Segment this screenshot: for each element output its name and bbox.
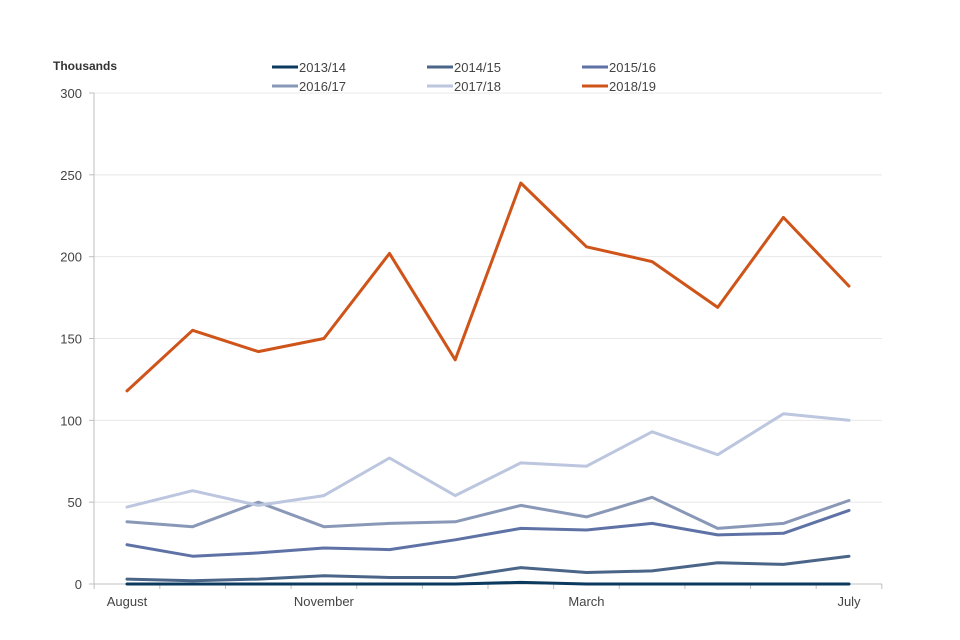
y-tick-label: 200 <box>60 250 82 265</box>
series-line-2014-15 <box>125 554 851 583</box>
x-axis-ticks: August November March July <box>93 584 883 609</box>
series-line-2017-18 <box>125 412 851 509</box>
x-tick-label: August <box>107 594 148 609</box>
y-tick-label: 150 <box>60 332 82 347</box>
legend-label: 2013/14 <box>299 60 346 75</box>
legend-label: 2016/17 <box>299 79 346 94</box>
series-lines <box>125 181 851 586</box>
y-tick-label: 50 <box>68 495 82 510</box>
legend: 2013/14 2014/15 2015/16 2016/17 2017/18 2018/… <box>272 60 656 94</box>
series-line-2016-17 <box>125 495 851 530</box>
legend-item: 2016/17 <box>272 79 346 94</box>
legend-item: 2018/19 <box>582 79 656 94</box>
legend-label: 2018/19 <box>609 79 656 94</box>
y-axis-unit-label: Thousands <box>53 59 117 73</box>
legend-item: 2015/16 <box>582 60 656 75</box>
y-tick-label: 100 <box>60 413 82 428</box>
gridlines <box>94 92 882 503</box>
series-line-2018-19 <box>125 181 851 393</box>
legend-label: 2014/15 <box>454 60 501 75</box>
y-tick-label: 300 <box>60 86 82 101</box>
x-tick-label: March <box>568 594 604 609</box>
y-tick-label: 250 <box>60 168 82 183</box>
x-tick-label: July <box>837 594 861 609</box>
series-line-2013-14 <box>125 580 851 586</box>
legend-item: 2014/15 <box>427 60 501 75</box>
y-tick-label: 0 <box>75 577 82 592</box>
legend-item: 2017/18 <box>427 79 501 94</box>
legend-label: 2017/18 <box>454 79 501 94</box>
legend-item: 2013/14 <box>272 60 346 75</box>
y-axis-ticks: 0 50 100 150 200 250 300 <box>60 86 94 592</box>
x-tick-label: November <box>294 594 355 609</box>
legend-label: 2015/16 <box>609 60 656 75</box>
series-line-2015-16 <box>125 508 851 558</box>
